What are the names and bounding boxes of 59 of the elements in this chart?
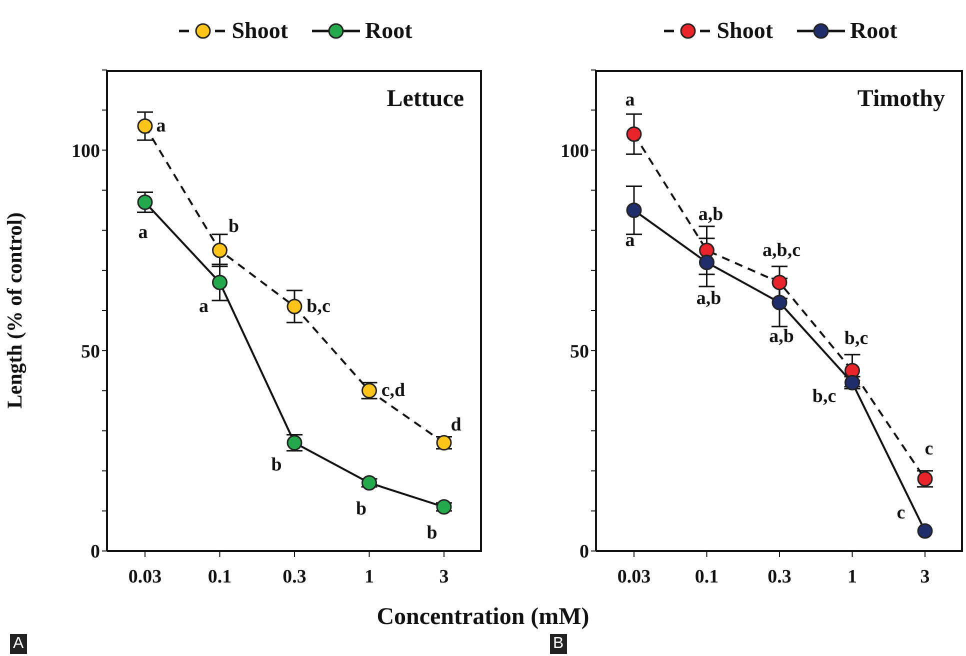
- annotation: a: [625, 90, 636, 111]
- annotation: d: [450, 414, 462, 436]
- point: [362, 475, 377, 491]
- annotation: b: [426, 522, 438, 544]
- point: [137, 194, 153, 210]
- annotation: b,c: [306, 296, 330, 317]
- annotation: a,b: [698, 204, 724, 225]
- x-tick-label: 0.03: [128, 566, 162, 588]
- x-tick-label: 0.1: [208, 566, 232, 588]
- legend-label: Root: [364, 18, 412, 44]
- annotation: a,b: [769, 326, 794, 347]
- x-tick-label: 3: [920, 566, 930, 588]
- text: Timothy: [857, 86, 945, 113]
- annotation: a: [156, 116, 166, 137]
- x-tick-label: 1: [364, 566, 374, 588]
- text: A: [10, 634, 27, 654]
- x-tick-label: 0.1: [694, 566, 719, 588]
- annotation: b,c: [844, 328, 868, 350]
- legend-label: Shoot: [232, 18, 288, 44]
- point: [626, 202, 642, 218]
- point: [212, 242, 228, 258]
- annotation: a: [199, 296, 209, 317]
- y-tick-label: 50: [81, 341, 100, 362]
- point: [772, 274, 788, 290]
- y-tick-label: 0: [90, 542, 100, 563]
- y-tick-label: 50: [570, 341, 589, 362]
- point: [917, 523, 933, 539]
- annotation: b: [271, 454, 282, 476]
- legend-label: Shoot: [716, 18, 773, 44]
- y-tick-label: 100: [72, 140, 100, 162]
- point: [212, 274, 228, 290]
- annotation: c: [924, 438, 934, 460]
- x-tick-label: 1: [848, 566, 857, 588]
- x-tick-label: 0.03: [617, 566, 651, 588]
- x-tick-label: 0.3: [282, 566, 306, 588]
- x-tick-label: 3: [439, 566, 449, 588]
- annotation: c,d: [381, 380, 406, 402]
- annotation: b: [356, 498, 367, 520]
- point: [137, 118, 153, 134]
- annotation: c: [896, 502, 906, 524]
- point: [286, 298, 302, 314]
- text: Lettuce: [386, 86, 464, 113]
- y-tick-label: 0: [580, 542, 589, 563]
- annotation: a,b: [696, 288, 722, 309]
- legend-label: Root: [850, 18, 898, 44]
- y-tick-label: 100: [560, 140, 589, 162]
- annotation: b,c: [812, 386, 836, 408]
- annotation: a: [138, 222, 148, 243]
- point: [626, 126, 642, 142]
- x-axis-title: Concentration (mM): [376, 604, 590, 631]
- point: [772, 294, 788, 310]
- annotation: a: [625, 230, 636, 251]
- annotation: a,b,c: [762, 240, 800, 261]
- text: B: [550, 634, 567, 654]
- y-axis-title: Length (% of control): [2, 212, 26, 409]
- annotation: b: [228, 216, 240, 237]
- point: [436, 499, 452, 515]
- x-tick-label: 0.3: [768, 566, 792, 588]
- point: [699, 254, 714, 270]
